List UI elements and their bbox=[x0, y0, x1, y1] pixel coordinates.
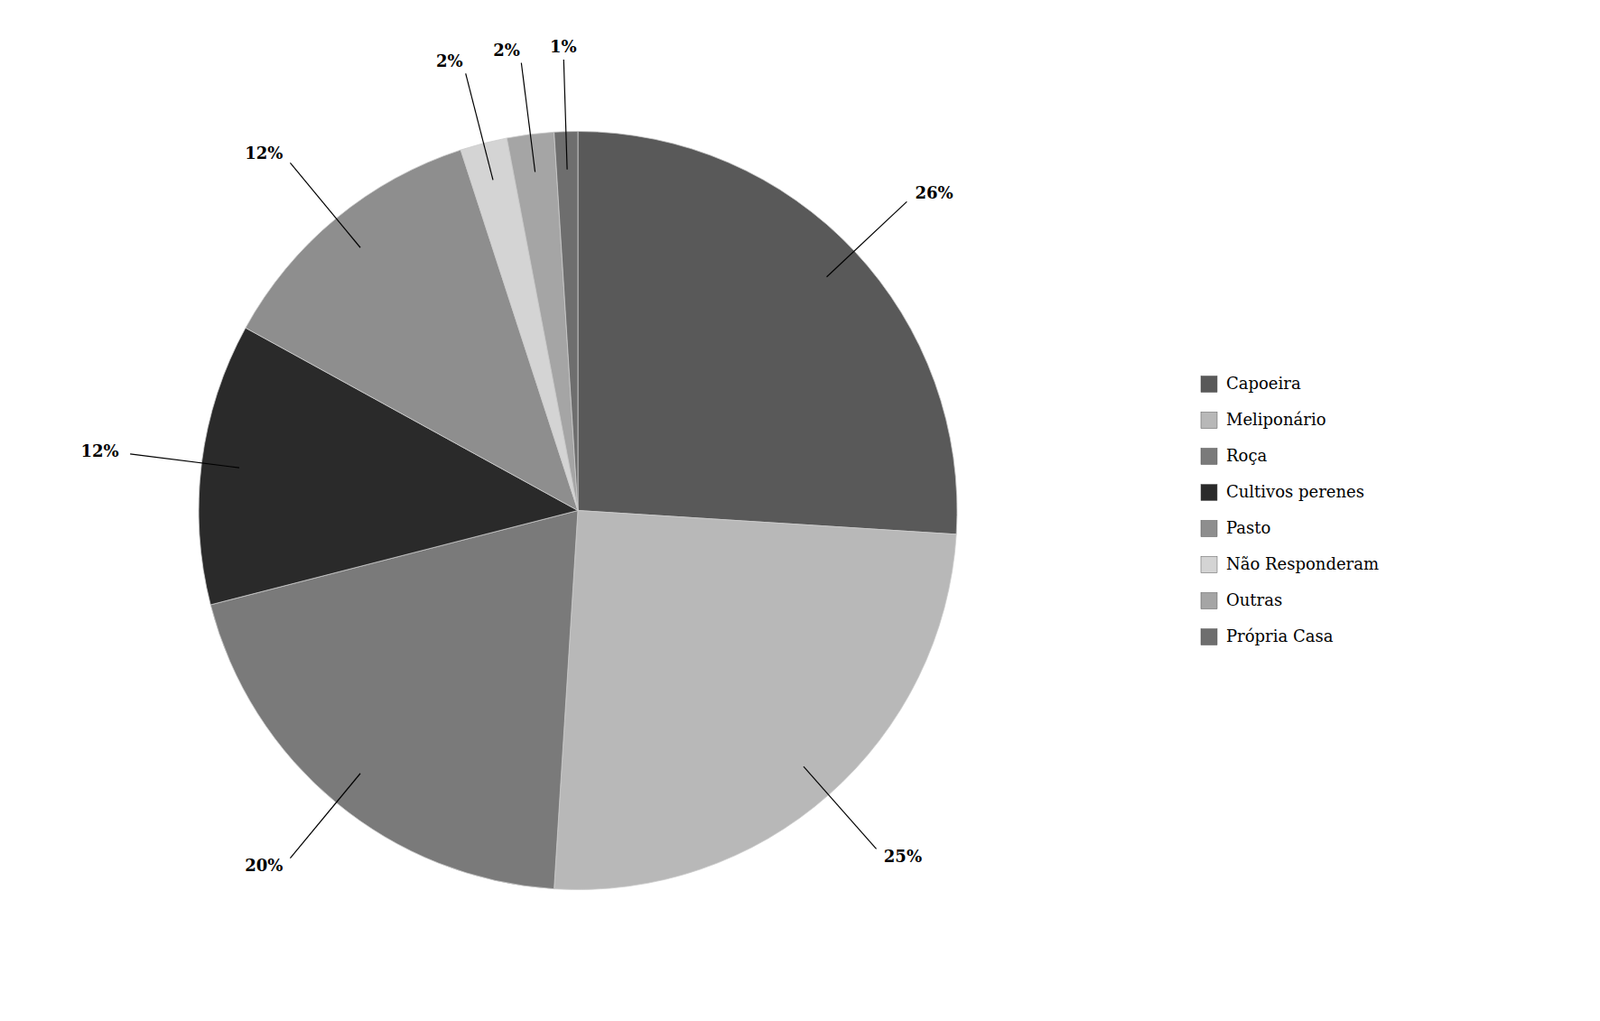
leader-line bbox=[465, 73, 494, 180]
legend-swatch bbox=[1200, 448, 1218, 466]
leader-line bbox=[803, 766, 877, 849]
legend-swatch bbox=[1200, 520, 1218, 538]
leader-line bbox=[827, 201, 908, 277]
legend-label: Própria Casa bbox=[1226, 626, 1334, 646]
data-label: 2% bbox=[436, 51, 464, 71]
legend-swatch bbox=[1200, 484, 1218, 502]
data-label: 25% bbox=[883, 846, 922, 866]
legend-swatch bbox=[1200, 376, 1218, 393]
data-labels: 26% 25% 20% 12% 12% 2% 2% 1% bbox=[80, 37, 953, 875]
legend-label: Outras bbox=[1226, 590, 1283, 610]
pie-slice bbox=[554, 511, 958, 891]
legend-item: Cultivos perenes bbox=[1200, 482, 1365, 502]
slices bbox=[198, 131, 958, 891]
leader-line bbox=[289, 162, 361, 248]
legend-item: Própria Casa bbox=[1200, 626, 1334, 646]
legend-label: Cultivos perenes bbox=[1226, 482, 1365, 502]
data-label: 20% bbox=[244, 855, 283, 875]
legend-item: Outras bbox=[1200, 590, 1283, 610]
legend-label: Capoeira bbox=[1226, 373, 1302, 393]
pie-slice bbox=[506, 131, 578, 511]
data-label: 12% bbox=[80, 441, 119, 461]
legend-item: Pasto bbox=[1200, 518, 1271, 538]
data-label: 2% bbox=[493, 40, 521, 60]
leader-line bbox=[130, 454, 240, 468]
pie-slice bbox=[554, 131, 578, 512]
pie: 26% 25% 20% 12% 12% 2% 2% 1% bbox=[80, 37, 958, 890]
legend-label: Não Responderam bbox=[1226, 554, 1379, 574]
legend-label: Roça bbox=[1226, 446, 1267, 466]
legend-label: Meliponário bbox=[1226, 409, 1326, 429]
pie-slice bbox=[577, 131, 958, 535]
legend: Capoeira Meliponário Roça Cultivos perenes P… bbox=[1200, 373, 1379, 646]
legend-swatch bbox=[1200, 593, 1218, 610]
legend-item: Meliponário bbox=[1200, 409, 1326, 429]
legend-item: Não Responderam bbox=[1200, 554, 1379, 574]
legend-label: Pasto bbox=[1226, 518, 1271, 538]
leader-line bbox=[520, 63, 535, 173]
chart: 26% 25% 20% 12% 12% 2% 2% 1% Capoeira Meliponário… bbox=[0, 0, 1600, 1021]
data-label: 1% bbox=[549, 37, 577, 56]
legend-item: Capoeira bbox=[1200, 373, 1302, 393]
data-label: 26% bbox=[915, 183, 954, 203]
legend-item: Roça bbox=[1200, 446, 1267, 466]
data-label: 12% bbox=[244, 143, 283, 163]
leader-line bbox=[563, 59, 568, 170]
legend-swatch bbox=[1200, 557, 1218, 574]
leader-line bbox=[289, 773, 361, 859]
legend-swatch bbox=[1200, 412, 1218, 429]
legend-swatch bbox=[1200, 629, 1218, 646]
